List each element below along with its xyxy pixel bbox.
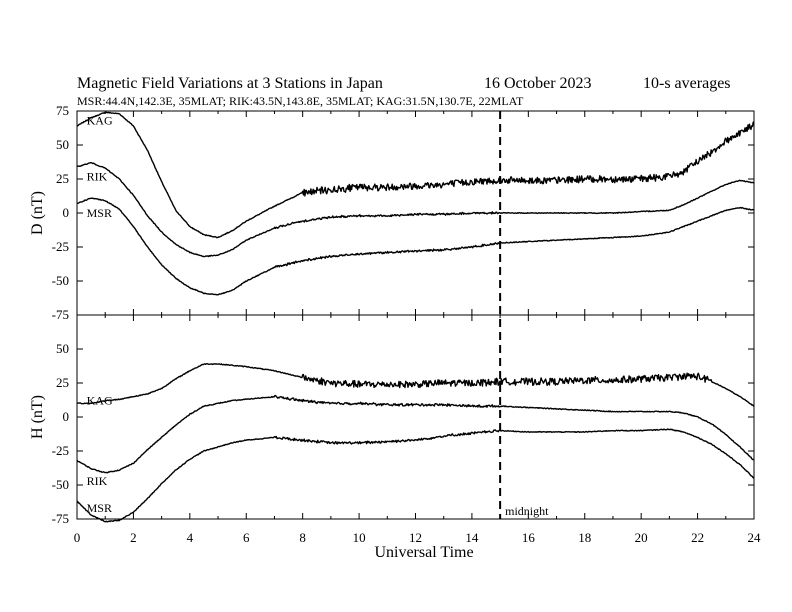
series-line-msr [77,197,755,296]
y-tick-label: 25 [56,375,69,390]
y-tick-label: -25 [52,443,69,458]
x-tick-label: 2 [130,530,137,545]
series-line-rik [76,161,755,258]
y-tick-label: -50 [52,477,69,492]
chart-title: Magnetic Field Variations at 3 Stations … [77,75,383,92]
x-tick-label: 22 [691,530,704,545]
h-panel-frame [76,314,755,520]
d-panel-station-labels: KAG RIK MSR [87,114,113,220]
y-tick-label: -75 [52,511,69,526]
x-tick-label: 16 [522,530,536,545]
x-axis-label: Universal Time [374,544,473,561]
h-panel-series [76,363,755,523]
y-tick-label: 50 [56,137,69,152]
series-line-rik [76,394,755,474]
panel-h: 50 25 0 -25 -50 -75 KAG RIK MSR H (nT) [29,314,755,526]
station-label-msr: MSR [87,206,112,220]
x-axis: 0 2 4 6 8 10 12 14 16 18 20 22 24 [74,530,761,545]
chart-date: 16 October 2023 [484,75,592,92]
d-panel-ylabel: D (nT) [29,191,46,235]
midnight-label: midnight [505,504,549,518]
d-panel-ticks: 75 50 25 0 -25 -50 -75 [52,103,755,322]
x-tick-label: 18 [578,530,591,545]
series-line-kag [76,111,755,239]
station-label-msr: MSR [87,501,112,515]
x-tick-label: 14 [465,530,479,545]
y-tick-label: 25 [56,171,69,186]
series-line-msr [76,428,755,523]
x-tick-label: 8 [299,530,306,545]
y-tick-label: -75 [52,307,69,322]
y-tick-label: 75 [56,103,69,118]
h-panel-ticks: 50 25 0 -25 -50 -75 [52,315,755,526]
x-tick-label: 4 [187,530,194,545]
x-tick-label: 24 [748,530,762,545]
h-panel-ylabel: H (nT) [29,395,46,439]
x-tick-label: 20 [635,530,648,545]
y-tick-label: -25 [52,239,69,254]
x-tick-label: 12 [409,530,422,545]
station-label-rik: RIK [87,474,108,488]
h-panel-station-labels: KAG RIK MSR [87,394,113,515]
panel-d: 75 50 25 0 -25 -50 -75 KAG RIK MSR D (nT) [29,103,755,322]
station-coordinates: MSR:44.4N,142.3E, 35MLAT; RIK:43.5N,143.… [77,94,524,108]
d-panel-series [76,111,755,296]
y-tick-label: 50 [56,341,69,356]
x-tick-label: 6 [243,530,250,545]
y-tick-label: 0 [63,205,70,220]
chart-averaging: 10-s averages [643,75,731,92]
series-line-kag [76,363,755,407]
station-label-rik: RIK [87,169,108,183]
station-label-kag: KAG [87,114,113,128]
y-tick-label: 0 [63,409,70,424]
x-tick-label: 10 [353,530,366,545]
station-label-kag: KAG [87,394,113,408]
x-tick-label: 0 [74,530,81,545]
y-tick-label: -50 [52,273,69,288]
